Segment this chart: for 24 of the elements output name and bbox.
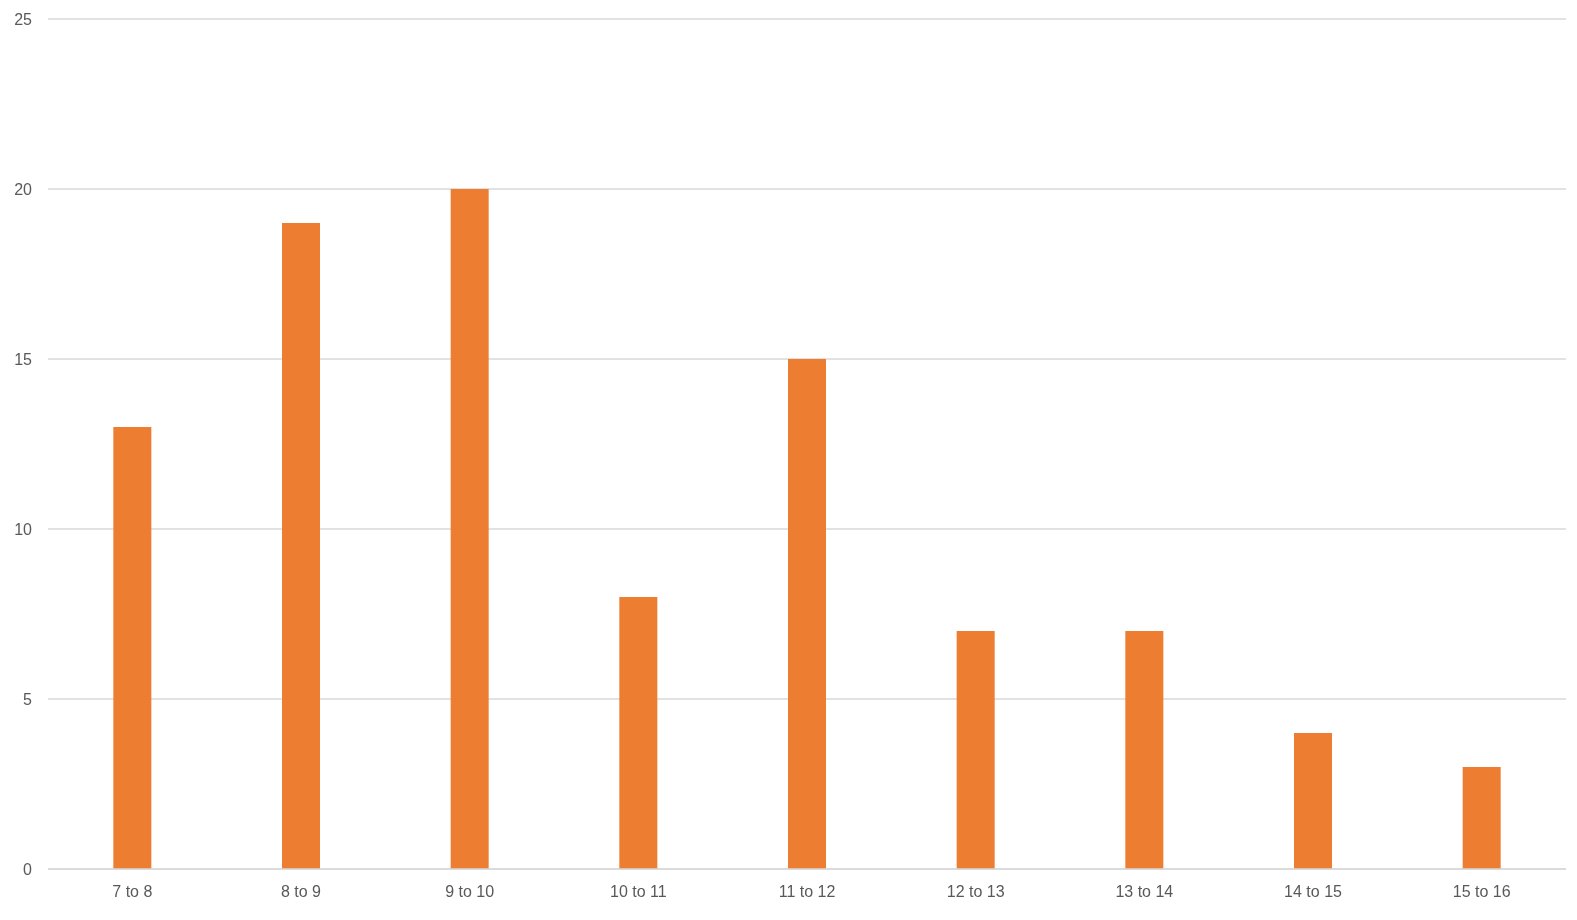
x-tick-label: 14 to 15: [1284, 883, 1343, 901]
x-tick-label: 9 to 10: [445, 883, 495, 901]
bar: [113, 427, 152, 869]
bar: [450, 189, 489, 869]
bar: [788, 359, 826, 869]
x-tick-label: 7 to 8: [112, 883, 153, 901]
bar: [1462, 767, 1501, 869]
bar: [1125, 631, 1164, 869]
y-tick-label: 25: [14, 10, 33, 28]
bar: [1294, 733, 1332, 869]
x-tick-label: 13 to 14: [1115, 883, 1174, 901]
y-tick-label: 5: [23, 690, 33, 708]
bar: [282, 223, 320, 869]
y-tick-label: 20: [14, 180, 33, 198]
x-tick-label: 12 to 13: [946, 883, 1005, 901]
y-tick-label: 0: [23, 860, 33, 878]
x-tick-label: 11 to 12: [778, 883, 836, 901]
x-tick-label: 8 to 9: [280, 883, 322, 901]
bar: [619, 597, 658, 869]
y-tick-label: 15: [14, 350, 33, 368]
y-tick-label: 10: [14, 520, 33, 538]
x-tick-label: 15 to 16: [1452, 883, 1511, 901]
bar: [956, 631, 995, 869]
x-tick-label: 10 to 11: [610, 883, 667, 901]
